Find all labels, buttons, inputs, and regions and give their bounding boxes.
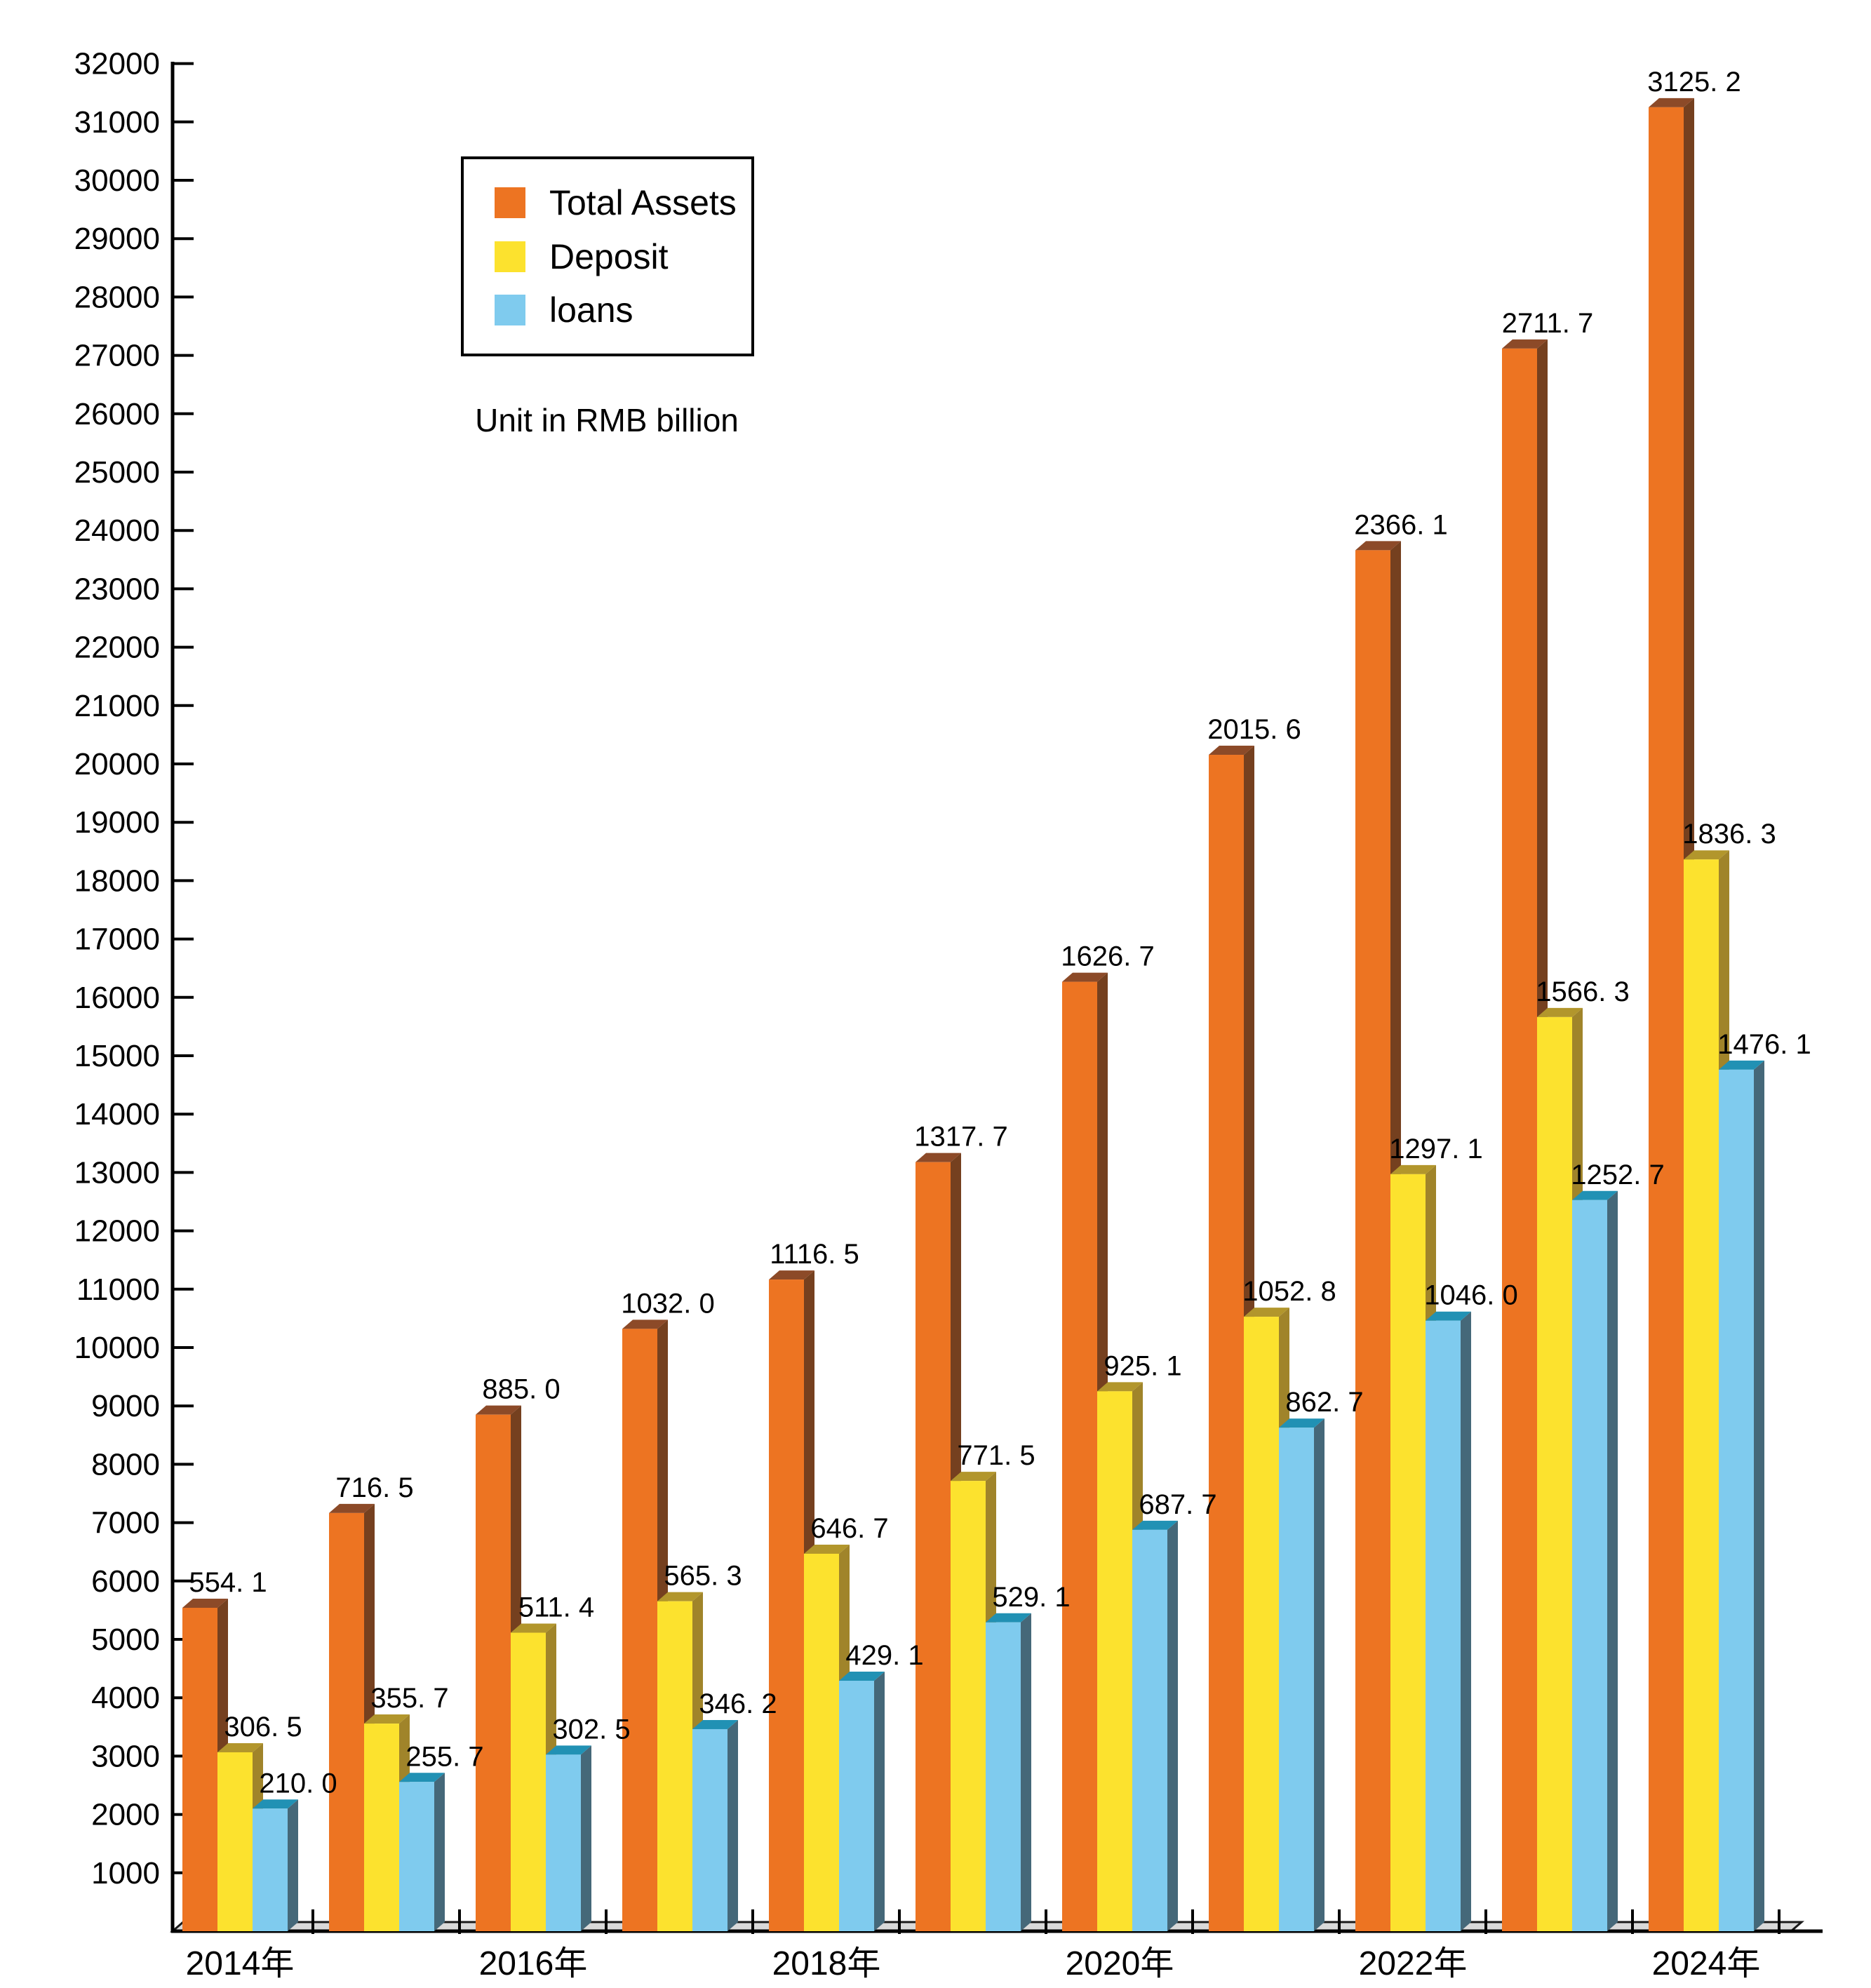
bar-value-label: 210. 0: [259, 1768, 337, 1799]
legend-item-total-assets: Total Assets: [495, 185, 751, 220]
bar-loans-2023: [1572, 1190, 1618, 1931]
x-axis-year-label: 2016年: [479, 1945, 588, 1982]
y-axis-tick-label: 6000: [91, 1564, 160, 1599]
legend-swatch-loans: [495, 295, 525, 326]
bar-value-label: 2711. 7: [1502, 308, 1594, 339]
y-axis-tick-label: 22000: [74, 631, 160, 665]
bar-value-label: 1626. 7: [1061, 941, 1154, 972]
bar-loans-2018: [839, 1671, 885, 1931]
y-axis-tick-label: 5000: [91, 1623, 160, 1657]
bar-value-label: 646. 7: [810, 1513, 888, 1544]
y-axis-tick-label: 8000: [91, 1447, 160, 1482]
y-axis-tick-label: 9000: [91, 1389, 160, 1423]
bar-value-label: 1116. 5: [770, 1239, 859, 1270]
unit-note: Unit in RMB billion: [475, 402, 739, 438]
bar-loans-2016: [546, 1745, 591, 1931]
y-axis-tick-label: 16000: [74, 981, 160, 1015]
bar-value-label: 1317. 7: [914, 1122, 1007, 1153]
x-axis-year-label: 2022年: [1359, 1945, 1468, 1982]
y-axis-tick-label: 31000: [74, 105, 160, 140]
bar-value-label: 1836. 3: [1682, 819, 1776, 849]
bar-value-label: 925. 1: [1104, 1350, 1181, 1381]
legend-swatch-total-assets: [495, 187, 525, 218]
y-axis-tick-label: 12000: [74, 1214, 160, 1249]
bar-value-label: 687. 7: [1139, 1489, 1216, 1520]
bar-loans-2014: [253, 1799, 298, 1931]
legend-item-loans: loans: [495, 293, 751, 328]
bar-value-label: 302. 5: [552, 1714, 630, 1745]
y-axis-tick-label: 24000: [74, 513, 160, 548]
y-axis-tick-label: 14000: [74, 1097, 160, 1131]
bar-loans-2015: [399, 1773, 445, 1931]
bar-total-assets-2020: [1062, 972, 1108, 1931]
y-axis-tick-label: 32000: [74, 47, 160, 81]
legend-label-loans: loans: [549, 290, 633, 330]
y-axis-tick-label: 23000: [74, 572, 160, 606]
x-axis-year-label: 2020年: [1066, 1945, 1174, 1982]
bar-value-label: 716. 5: [335, 1472, 413, 1503]
bar-value-label: 3125. 2: [1647, 67, 1741, 98]
y-axis-tick-label: 28000: [74, 280, 160, 314]
y-axis-tick-label: 27000: [74, 339, 160, 373]
bar-value-label: 1476. 1: [1717, 1029, 1811, 1060]
x-axis-year-label: 2014年: [186, 1945, 295, 1982]
bar-value-label: 885. 0: [482, 1374, 560, 1405]
x-axis-year-label: 2024年: [1652, 1945, 1761, 1982]
y-axis-tick-label: 17000: [74, 922, 160, 957]
y-axis-tick-label: 2000: [91, 1798, 160, 1832]
bar-loans-2022: [1426, 1311, 1471, 1931]
y-axis-tick-label: 18000: [74, 864, 160, 898]
y-axis-tick-label: 10000: [74, 1331, 160, 1365]
y-axis-tick-label: 3000: [91, 1739, 160, 1773]
bar-value-label: 1252. 7: [1571, 1160, 1664, 1190]
y-axis-tick-label: 19000: [74, 805, 160, 840]
bar-value-label: 771. 5: [957, 1440, 1035, 1471]
bar-value-label: 355. 7: [370, 1683, 448, 1714]
y-axis-tick-label: 21000: [74, 689, 160, 723]
bar-value-label: 306. 5: [224, 1712, 302, 1742]
bar-loans-2021: [1279, 1418, 1325, 1931]
bar-loans-2020: [1132, 1520, 1178, 1931]
bar-value-label: 346. 2: [699, 1688, 777, 1719]
bar-value-label: 529. 1: [992, 1582, 1070, 1613]
y-axis-tick-label: 20000: [74, 747, 160, 781]
bar-value-label: 862. 7: [1285, 1387, 1363, 1418]
legend-label-total-assets: Total Assets: [549, 182, 737, 222]
y-axis-tick-label: 7000: [91, 1506, 160, 1540]
legend-label-deposit: Deposit: [549, 236, 669, 276]
bar-loans-2019: [986, 1613, 1031, 1931]
bar-value-label: 565. 3: [664, 1561, 742, 1592]
bar-value-label: 2015. 6: [1207, 714, 1301, 745]
bar-value-label: 1032. 0: [621, 1288, 714, 1319]
y-axis-tick-label: 29000: [74, 222, 160, 256]
bar-value-label: 1297. 1: [1389, 1134, 1482, 1164]
bar-loans-2017: [692, 1719, 738, 1931]
bar-value-label: 1052. 8: [1242, 1276, 1336, 1307]
y-axis-tick-label: 15000: [74, 1039, 160, 1073]
y-axis-tick-label: 1000: [91, 1856, 160, 1890]
bar-loans-2024: [1719, 1060, 1764, 1931]
y-axis-tick-label: 13000: [74, 1155, 160, 1190]
y-axis-tick-label: 4000: [91, 1681, 160, 1715]
bar-value-label: 1566. 3: [1536, 976, 1629, 1007]
legend-item-deposit: Deposit: [495, 239, 751, 274]
legend: Total Assets Deposit loans: [461, 156, 754, 356]
bar-value-label: 1046. 0: [1424, 1280, 1517, 1311]
y-axis-tick-label: 11000: [76, 1272, 160, 1307]
y-axis-tick-label: 26000: [74, 397, 160, 431]
y-axis-tick-label: 25000: [74, 455, 160, 490]
bar-value-label: 554. 1: [189, 1567, 267, 1598]
bar-value-label: 2366. 1: [1354, 509, 1447, 540]
legend-swatch-deposit: [495, 241, 525, 272]
bar-value-label: 511. 4: [518, 1592, 594, 1623]
bar-value-label: 429. 1: [845, 1640, 923, 1671]
y-axis-tick-label: 30000: [74, 163, 160, 198]
bar-value-label: 255. 7: [405, 1741, 483, 1772]
x-axis-year-label: 2018年: [772, 1945, 881, 1982]
